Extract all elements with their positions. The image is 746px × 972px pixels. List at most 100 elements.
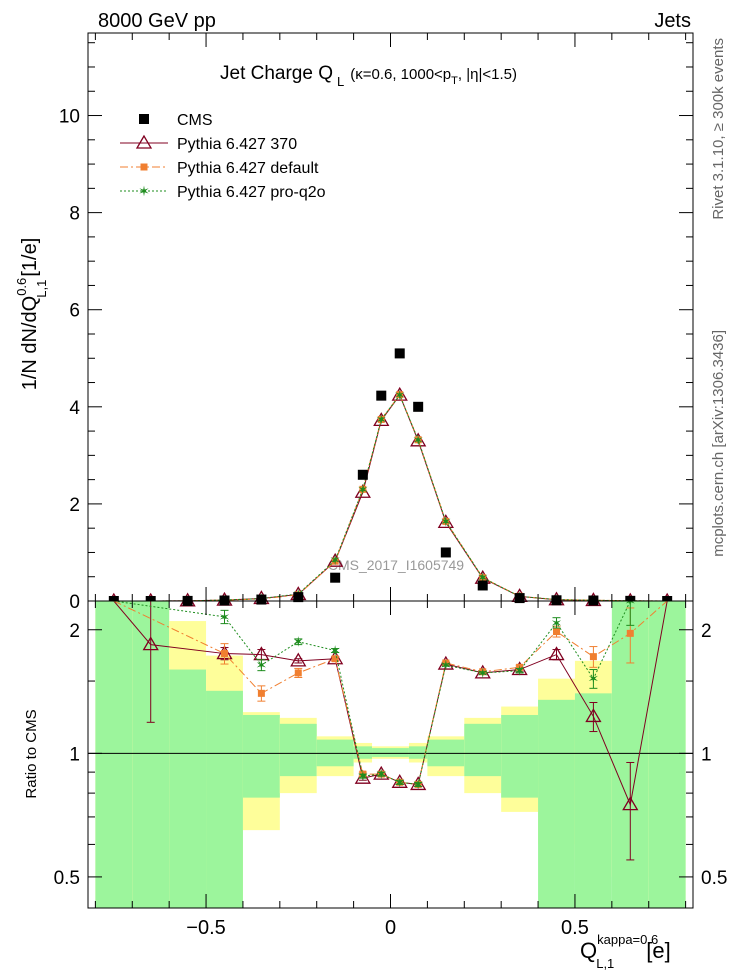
main-point: ✶ (394, 387, 406, 403)
header-left: 8000 GeV pp (98, 10, 216, 32)
main-point (514, 593, 525, 604)
ratio-band-inner (390, 748, 409, 757)
chart-title: Jet Charge Q L (κ=0.6, 1000<pT, |η|<1.5) (220, 63, 517, 89)
main-point (394, 348, 405, 359)
ratio-band-inner (242, 714, 280, 798)
y-tick-label: 6 (69, 301, 80, 322)
ratio-point: ✶ (375, 766, 387, 782)
main-point (477, 580, 488, 591)
x-tick-label: 0 (385, 917, 396, 939)
main-point (376, 390, 387, 401)
ratio-point: ✶ (588, 671, 600, 687)
ratio-point (516, 663, 524, 671)
ratio-band-inner (372, 748, 391, 757)
header-right: Jets (654, 10, 691, 32)
ratio-band-inner (501, 714, 539, 798)
ratio-point (290, 652, 307, 667)
y-tick-label: 8 (69, 204, 80, 225)
main-point: ✶ (412, 432, 424, 448)
ratio-y-tick-label: 2 (69, 621, 80, 642)
ratio-point (626, 629, 634, 637)
legend-marker (139, 114, 149, 124)
ratio-y-tick-label-right: 0.5 (701, 868, 727, 889)
ratio-y-tick-label: 1 (69, 744, 80, 765)
legend-label: Pythia 6.427 370 (177, 136, 297, 153)
main-point: ✶ (477, 570, 489, 586)
ratio-point (622, 796, 639, 811)
main-point: ✶ (440, 513, 452, 529)
legend-label: Pythia 6.427 pro-q2o (177, 184, 326, 201)
main-point (413, 401, 424, 412)
main-point (551, 595, 562, 606)
main-panel: CMS_2017_I1605749 ✶✶✶✶✶✶✶✶✶✶✶✶✶✶✶✶✶✶ 024… (14, 32, 694, 613)
ratio-point (589, 653, 597, 661)
main-point (331, 557, 339, 565)
ratio-point (442, 659, 450, 667)
ratio-point: ✶ (357, 768, 369, 784)
main-y-label: 1/N dN/dQ0.6 L,1[1/e] (14, 238, 49, 391)
main-point (359, 485, 367, 493)
ratio-point (553, 628, 561, 636)
ratio-point (142, 636, 159, 651)
x-tick-label: −0.5 (186, 917, 225, 939)
legend-marker (135, 134, 153, 149)
ratio-band-inner (279, 723, 317, 777)
x-axis-label: Qkappa=0.6 L,1[e] (580, 932, 671, 971)
main-point: ✶ (357, 481, 369, 497)
mcplots-label: mcplots.cern.ch [arXiv:1306.3436] (710, 330, 727, 557)
main-point (377, 415, 385, 423)
ratio-point (257, 689, 265, 697)
main-point (440, 547, 451, 558)
ratio-point: ✶ (412, 776, 424, 792)
main-series-line (113, 394, 668, 602)
ratio-point: ✶ (394, 774, 406, 790)
main-point: ✶ (329, 552, 341, 568)
ratio-y-tick-label: 0.5 (54, 868, 80, 889)
legend-marker: ✶ (138, 183, 150, 199)
ratio-point: ✶ (292, 634, 304, 650)
legend: CMS Pythia 6.427 370 Pythia 6.427 default ✶… (120, 112, 326, 201)
ratio-point (548, 646, 565, 661)
ratio-point: ✶ (551, 615, 563, 631)
y-tick-label: 10 (59, 107, 80, 128)
main-point (357, 469, 368, 480)
ratio-panel: ✶ ✶ ✶ ✶ ✶ ✶ ✶ ✶ ✶ ✶ ✶ ✶ ✶ ✶ 0.5 0.5 1 1 2 2 −0.5 0 0.5 Ratio … (23, 593, 727, 971)
main-point (330, 572, 341, 583)
ratio-y-tick-label-right: 1 (701, 744, 712, 765)
legend-label: Pythia 6.427 default (177, 160, 319, 177)
main-point (479, 574, 487, 582)
watermark-label: CMS_2017_I1605749 (328, 557, 464, 573)
ratio-y-tick-label-right: 2 (701, 621, 712, 642)
y-tick-label: 4 (69, 398, 80, 419)
rivet-label: Rivet 3.1.10, ≥ 300k events (710, 38, 727, 220)
ratio-point: ✶ (219, 609, 231, 625)
ratio-band-inner (538, 699, 575, 908)
legend-label: CMS (177, 112, 213, 129)
main-point (256, 594, 267, 605)
ratio-point: ✶ (256, 657, 268, 673)
main-point (293, 592, 304, 603)
ratio-series-line (113, 601, 668, 785)
ratio-band-inner (95, 601, 133, 908)
ratio-point: ✶ (329, 643, 341, 659)
y-tick-label: 2 (69, 495, 80, 516)
ratio-point: ✶ (440, 657, 452, 673)
ratio-point (294, 669, 302, 677)
ratio-point (220, 650, 228, 658)
ratio-point (585, 708, 602, 723)
ratio-band-inner (648, 601, 686, 908)
ratio-band-inner (169, 669, 207, 908)
main-point: ✶ (375, 411, 387, 427)
ratio-band-inner (206, 690, 243, 908)
ratio-point: ✶ (514, 663, 526, 679)
ratio-band-inner (408, 746, 428, 759)
ratio-band-inner (464, 723, 502, 777)
ratio-point: ✶ (477, 665, 489, 681)
legend-marker (140, 163, 148, 171)
ratio-y-label: Ratio to CMS (23, 709, 40, 798)
y-tick-label: 0 (69, 592, 80, 613)
x-tick-label: 0.5 (561, 917, 589, 939)
ratio-point: ✶ (624, 593, 636, 609)
ratio-point (331, 655, 339, 663)
